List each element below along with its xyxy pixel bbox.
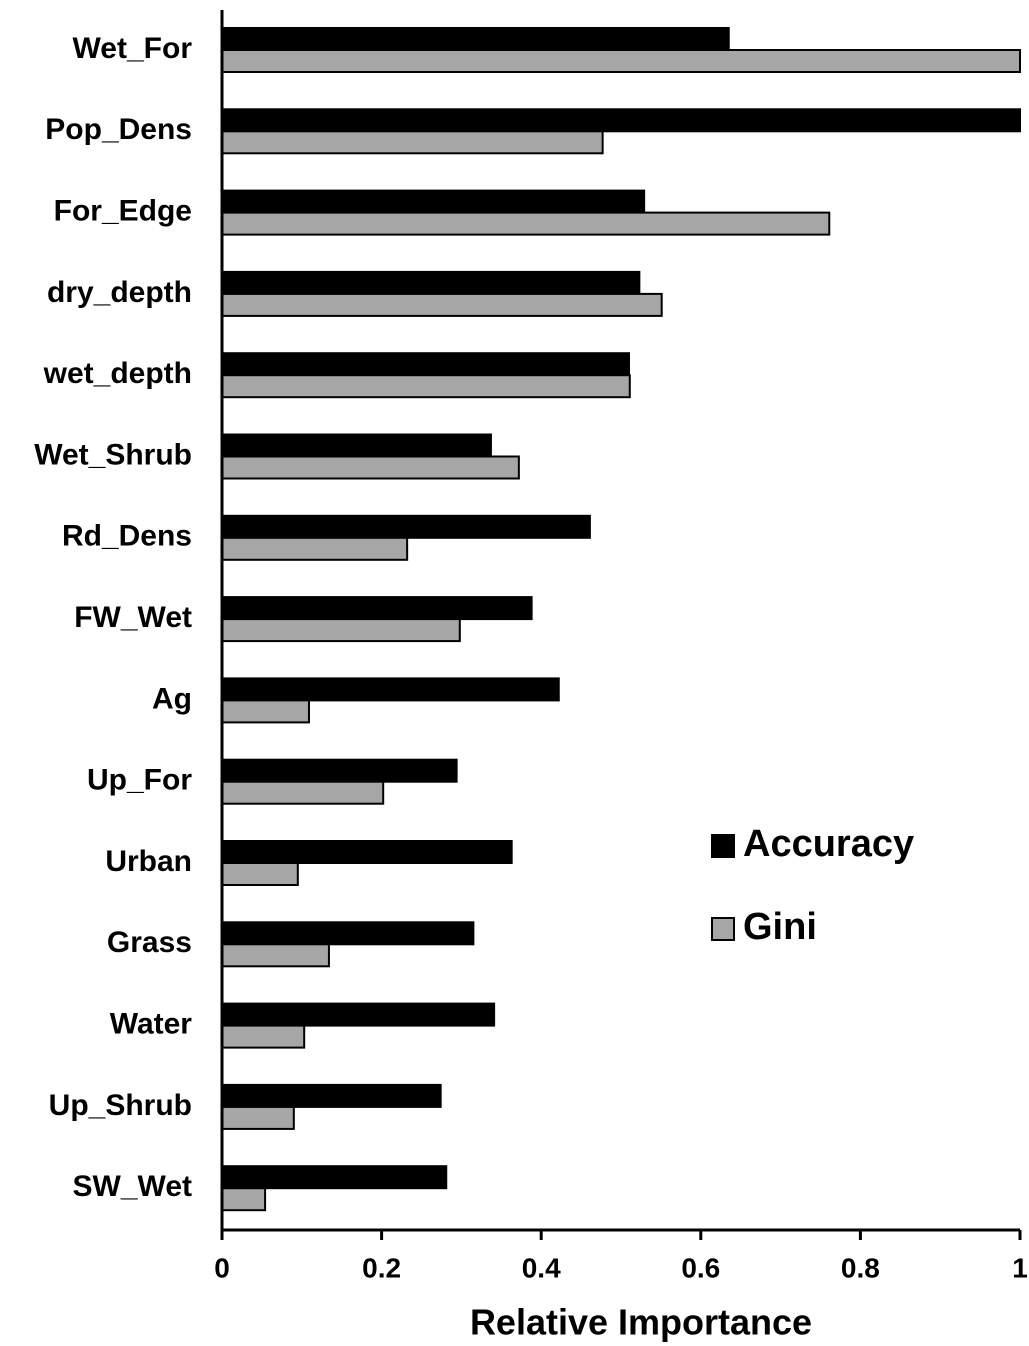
- x-tick-label: 0.2: [362, 1252, 401, 1283]
- y-tick-label: Up_Shrub: [49, 1089, 192, 1122]
- bar: [221, 433, 492, 458]
- x-axis-label: Relative Importance: [470, 1302, 812, 1343]
- bar: [221, 108, 1021, 133]
- bar: [221, 130, 604, 155]
- bar: [221, 618, 461, 643]
- legend-swatch: [711, 834, 735, 858]
- y-tick-label: Water: [110, 1008, 193, 1041]
- bar: [221, 840, 513, 864]
- y-tick-label: FW_Wet: [74, 601, 192, 634]
- bar: [221, 27, 730, 51]
- y-tick-label: Up_For: [87, 764, 192, 797]
- bar: [221, 49, 1021, 73]
- legend-swatch: [711, 917, 735, 941]
- x-tick-label: 0.6: [681, 1252, 720, 1283]
- x-tick-label: 1: [1012, 1252, 1028, 1283]
- bar: [221, 699, 310, 724]
- bar: [221, 455, 520, 480]
- legend-label: Gini: [743, 906, 817, 948]
- y-tick-label: Grass: [107, 926, 192, 959]
- bar: [221, 862, 299, 886]
- y-tick-label: For_Edge: [54, 195, 192, 228]
- bar: [221, 189, 646, 214]
- bar: [221, 270, 641, 295]
- bar: [221, 758, 458, 783]
- bar: [221, 1002, 496, 1027]
- x-tick-label: 0.4: [522, 1252, 561, 1283]
- bar: [221, 596, 533, 621]
- y-tick-label: dry_depth: [47, 276, 192, 309]
- bar: [221, 677, 560, 702]
- x-tick-label: 0.8: [841, 1252, 880, 1283]
- bar: [221, 514, 591, 539]
- bar: [221, 921, 475, 946]
- bar: [221, 1024, 306, 1049]
- bar: [221, 943, 330, 968]
- bar: [221, 536, 409, 561]
- y-tick-label: SW_Wet: [73, 1170, 192, 1203]
- y-tick-label: Ag: [152, 682, 192, 715]
- y-tick-label: Rd_Dens: [62, 520, 192, 553]
- legend-label: Accuracy: [743, 823, 914, 865]
- bar: [221, 374, 631, 399]
- bar: [221, 1105, 295, 1130]
- y-tick-label: Urban: [105, 845, 192, 878]
- x-tick-label: 0: [214, 1252, 230, 1283]
- bar: [221, 1083, 442, 1108]
- bar: [221, 1187, 267, 1212]
- bar: [221, 780, 385, 805]
- bar: [221, 1165, 448, 1190]
- y-tick-label: Pop_Dens: [45, 113, 192, 146]
- y-tick-label: wet_depth: [43, 357, 192, 390]
- bar: [221, 292, 663, 317]
- bar: [221, 352, 630, 377]
- y-tick-label: Wet_For: [73, 32, 193, 65]
- bar: [221, 211, 831, 236]
- y-tick-label: Wet_Shrub: [34, 438, 192, 471]
